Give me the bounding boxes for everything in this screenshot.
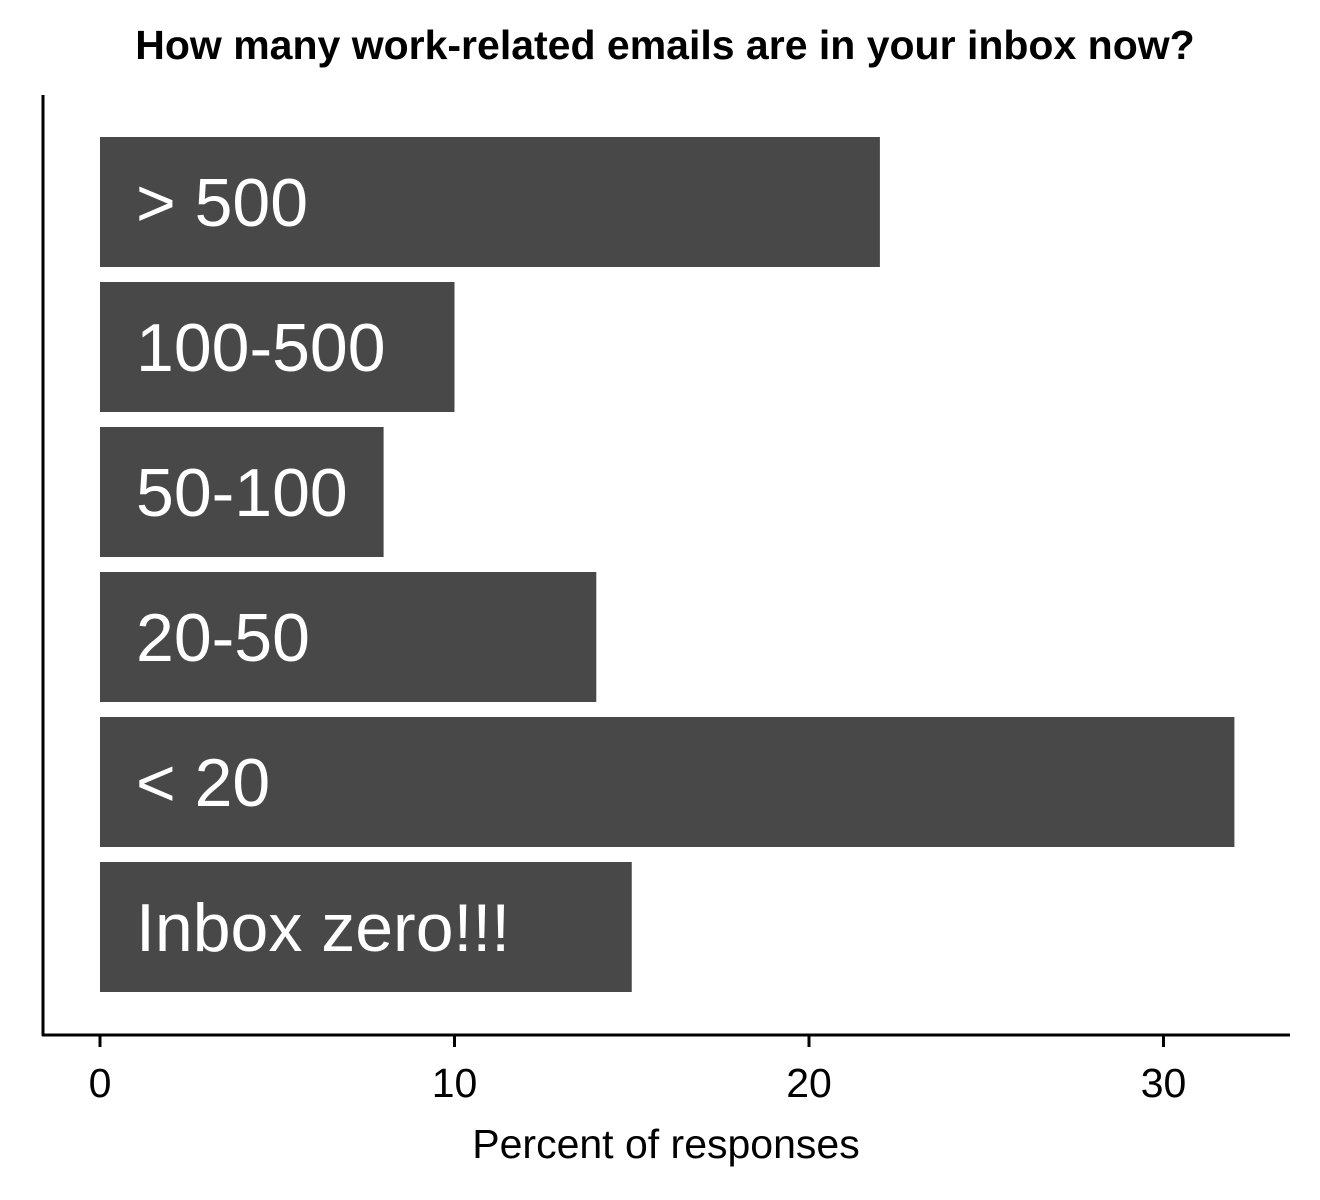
- bar-label-2: 50-100: [136, 455, 348, 531]
- bar-label-0: > 500: [136, 165, 308, 241]
- bar-2: [100, 427, 384, 557]
- x-tick-label-3: 30: [1141, 1060, 1187, 1106]
- x-tick-label-1: 10: [432, 1060, 478, 1106]
- bar-0: [100, 137, 880, 267]
- x-ticks-group: 0 10 20 30: [89, 1035, 1187, 1106]
- bar-label-1: 100-500: [136, 310, 386, 386]
- bar-3: [100, 572, 597, 702]
- x-tick-label-2: 20: [786, 1060, 832, 1106]
- chart-title: How many work-related emails are in your…: [135, 22, 1195, 68]
- x-axis-title: Percent of responses: [472, 1121, 859, 1167]
- bar-1: [100, 282, 455, 412]
- bar-label-4: < 20: [136, 745, 270, 821]
- bar-label-5: Inbox zero!!!: [136, 890, 510, 966]
- bar-5: [100, 862, 632, 992]
- bar-label-3: 20-50: [136, 600, 310, 676]
- bar-4: [100, 717, 1235, 847]
- x-tick-label-0: 0: [89, 1060, 112, 1106]
- bars-group: > 500 100-500 50-100 20-50 < 20 Inbox zero!!!: [100, 137, 1235, 992]
- axes-group: [41, 95, 1290, 1037]
